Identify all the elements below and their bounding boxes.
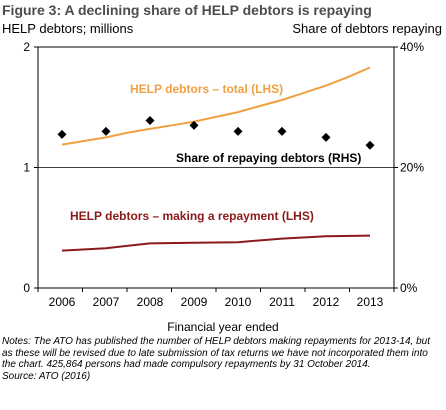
series-line-0 [61, 66, 371, 146]
source-text: Source: ATO (2016) [2, 370, 91, 382]
chart-notes: Notes: The ATO has published the number … [2, 336, 442, 382]
left-axis-unit-label: HELP debtors; millions [2, 21, 134, 36]
right-tick-label: 20% [400, 161, 424, 175]
left-tick-label: 1 [23, 161, 30, 175]
x-tick-label: 2012 [313, 295, 340, 309]
right-tick-label: 0% [400, 281, 418, 295]
scatter-point [321, 132, 331, 142]
scatter-point [233, 126, 243, 136]
left-tick-label: 2 [23, 40, 30, 54]
x-tick-label: 2011 [269, 295, 295, 309]
scatter-point [189, 120, 199, 130]
x-tick-label: 2010 [225, 295, 252, 309]
series-annotation-0: HELP debtors – total (LHS) [130, 82, 283, 96]
x-tick-label: 2013 [357, 295, 384, 309]
right-tick-label: 40% [400, 40, 424, 54]
left-tick-label: 0 [23, 281, 30, 295]
x-tick-label: 2008 [137, 295, 164, 309]
scatter-point [145, 116, 155, 126]
x-tick-label: 2006 [49, 295, 76, 309]
x-tick-label: 2007 [93, 295, 120, 309]
scatter-point [57, 129, 67, 139]
scatter-point [101, 126, 111, 136]
scatter-point [277, 126, 287, 136]
series-annotation-1: Share of repaying debtors (RHS) [176, 151, 361, 165]
x-axis-label: Financial year ended [167, 320, 279, 334]
scatter-point [365, 140, 375, 150]
figure-title: Figure 3: A declining share of HELP debt… [2, 2, 372, 18]
series-annotation-2: HELP debtors – making a repayment (LHS) [70, 209, 314, 223]
notes-text: Notes: The ATO has published the number … [2, 336, 431, 370]
right-axis-unit-label: Share of debtors repaying [292, 21, 442, 36]
series-line-1 [61, 234, 371, 252]
x-tick-label: 2009 [181, 295, 208, 309]
